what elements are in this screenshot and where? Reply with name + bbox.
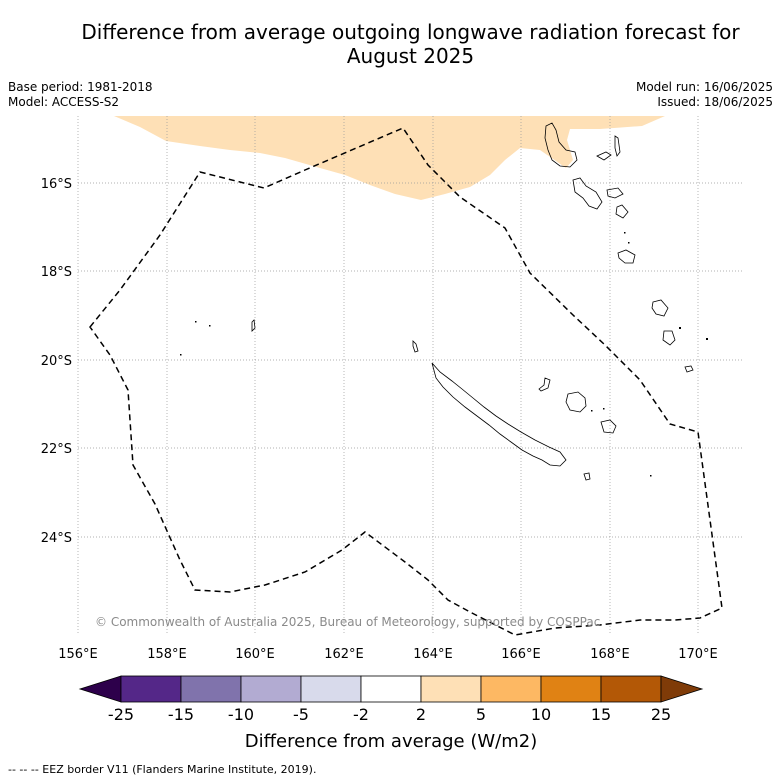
new-caledonia-island xyxy=(431,362,567,467)
base-period: Base period: 1981-2018 xyxy=(8,80,153,94)
aneityum-island xyxy=(684,365,694,373)
colorbar-segment xyxy=(600,675,662,703)
model-name: Model: ACCESS-S2 xyxy=(8,95,120,109)
lon-label-158e: 158°E xyxy=(147,647,187,662)
colorbar-tick: 10 xyxy=(531,705,551,724)
colorbar-extend-low xyxy=(78,675,122,703)
copyright-text: © Commonwealth of Australia 2025, Bureau… xyxy=(95,615,600,629)
belep-islands xyxy=(412,340,419,353)
colorbar xyxy=(78,675,704,703)
ouvea-island xyxy=(538,377,551,392)
eez-legend: -- -- -- EEZ border V11 (Flanders Marine… xyxy=(8,763,317,776)
lon-label-164e: 164°E xyxy=(413,647,453,662)
ambrym-island xyxy=(606,187,624,199)
colorbar-tick: -2 xyxy=(353,705,369,724)
epi-island xyxy=(615,204,629,219)
colorbar-extend-high xyxy=(660,675,704,703)
colorbar-segment xyxy=(540,675,602,703)
colorbar-tick: -5 xyxy=(293,705,309,724)
lon-label-166e: 166°E xyxy=(501,647,541,662)
lat-label-22s: 22°S xyxy=(41,442,72,457)
lon-label-156e: 156°E xyxy=(58,647,98,662)
lon-label-160e: 160°E xyxy=(235,647,275,662)
lon-label-162e: 162°E xyxy=(324,647,364,662)
colorbar-segment xyxy=(480,675,542,703)
efate-island xyxy=(617,249,636,264)
metadata-right: Model run: 16/06/2025 Issued: 18/06/2025 xyxy=(636,80,773,110)
maewo-island xyxy=(614,135,621,157)
malakula-island xyxy=(572,177,603,210)
erromango-island xyxy=(651,299,669,317)
model-run: Model run: 16/06/2025 xyxy=(635,80,773,94)
eez-border xyxy=(89,127,723,636)
lon-label-170e: 170°E xyxy=(678,647,718,662)
colorbar-tick: -25 xyxy=(108,705,134,724)
ambae-island xyxy=(596,151,612,161)
gridlines xyxy=(77,116,743,635)
lifou-island xyxy=(565,391,587,413)
colorbar-label: Difference from average (W/m2) xyxy=(245,731,537,752)
lat-labels: 16°S 18°S 20°S 22°S 24°S xyxy=(41,177,72,546)
tanna-island xyxy=(662,330,676,346)
colorbar-segment xyxy=(420,675,482,703)
isle-of-pines xyxy=(583,472,591,481)
espiritu-santo-island xyxy=(544,122,578,168)
lat-label-18s: 18°S xyxy=(41,265,72,280)
colorbar-tick: 5 xyxy=(476,705,486,724)
issued-date: Issued: 18/06/2025 xyxy=(657,95,773,109)
colorbar-tick: -15 xyxy=(168,705,194,724)
title-line-2: August 2025 xyxy=(346,44,475,68)
lon-label-168e: 168°E xyxy=(590,647,630,662)
mare-island xyxy=(600,419,617,434)
small-reefs xyxy=(180,232,708,477)
colorbar-segment xyxy=(300,675,362,703)
colorbar-tick: 25 xyxy=(651,705,671,724)
anomaly-region xyxy=(114,116,665,200)
lat-label-24s: 24°S xyxy=(41,531,72,546)
lat-label-16s: 16°S xyxy=(41,177,72,192)
colorbar-ticks: -25 -15 -10 -5 -2 2 5 10 15 25 xyxy=(108,705,671,724)
colorbar-tick: 2 xyxy=(416,705,426,724)
colorbar-segment xyxy=(120,675,182,703)
map-background xyxy=(78,116,743,635)
colorbar-tick: 15 xyxy=(591,705,611,724)
lon-labels: 156°E 158°E 160°E 162°E 164°E 166°E 168°… xyxy=(58,647,718,662)
lat-label-20s: 20°S xyxy=(41,354,72,369)
colorbar-tick: -10 xyxy=(228,705,254,724)
chart-title: Difference from average outgoing longwav… xyxy=(40,20,781,68)
metadata-left: Base period: 1981-2018 Model: ACCESS-S2 xyxy=(8,80,153,110)
colorbar-segment xyxy=(180,675,242,703)
chesterfield-reef xyxy=(251,319,256,332)
colorbar-segment xyxy=(360,675,422,703)
title-line-1: Difference from average outgoing longwav… xyxy=(81,20,740,44)
colorbar-segment xyxy=(240,675,302,703)
